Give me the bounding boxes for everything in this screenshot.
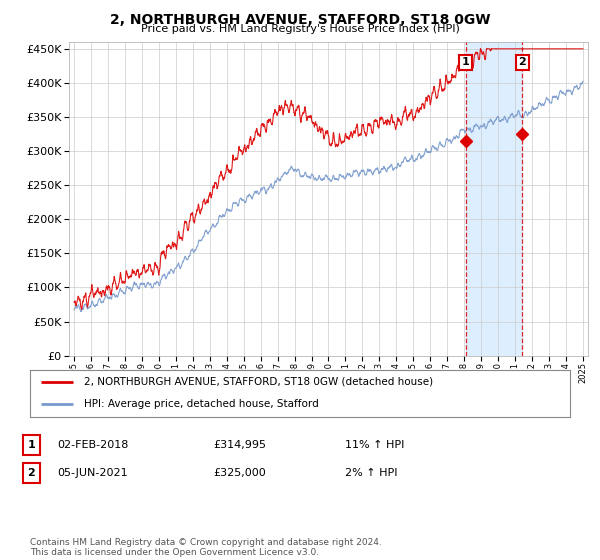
Text: HPI: Average price, detached house, Stafford: HPI: Average price, detached house, Staf… xyxy=(84,399,319,409)
Text: 1: 1 xyxy=(461,58,469,67)
Text: 2: 2 xyxy=(28,468,35,478)
Text: £314,995: £314,995 xyxy=(213,440,266,450)
Text: 2: 2 xyxy=(518,58,526,67)
Text: Price paid vs. HM Land Registry's House Price Index (HPI): Price paid vs. HM Land Registry's House … xyxy=(140,24,460,34)
Text: 1: 1 xyxy=(28,440,35,450)
Bar xyxy=(466,42,522,356)
Text: Contains HM Land Registry data © Crown copyright and database right 2024.
This d: Contains HM Land Registry data © Crown c… xyxy=(30,538,382,557)
Text: £325,000: £325,000 xyxy=(213,468,266,478)
Text: 02-FEB-2018: 02-FEB-2018 xyxy=(57,440,128,450)
Text: 2% ↑ HPI: 2% ↑ HPI xyxy=(345,468,398,478)
Text: 11% ↑ HPI: 11% ↑ HPI xyxy=(345,440,404,450)
Text: 05-JUN-2021: 05-JUN-2021 xyxy=(57,468,128,478)
Text: 2, NORTHBURGH AVENUE, STAFFORD, ST18 0GW: 2, NORTHBURGH AVENUE, STAFFORD, ST18 0GW xyxy=(110,13,490,27)
Text: 2, NORTHBURGH AVENUE, STAFFORD, ST18 0GW (detached house): 2, NORTHBURGH AVENUE, STAFFORD, ST18 0GW… xyxy=(84,376,433,386)
